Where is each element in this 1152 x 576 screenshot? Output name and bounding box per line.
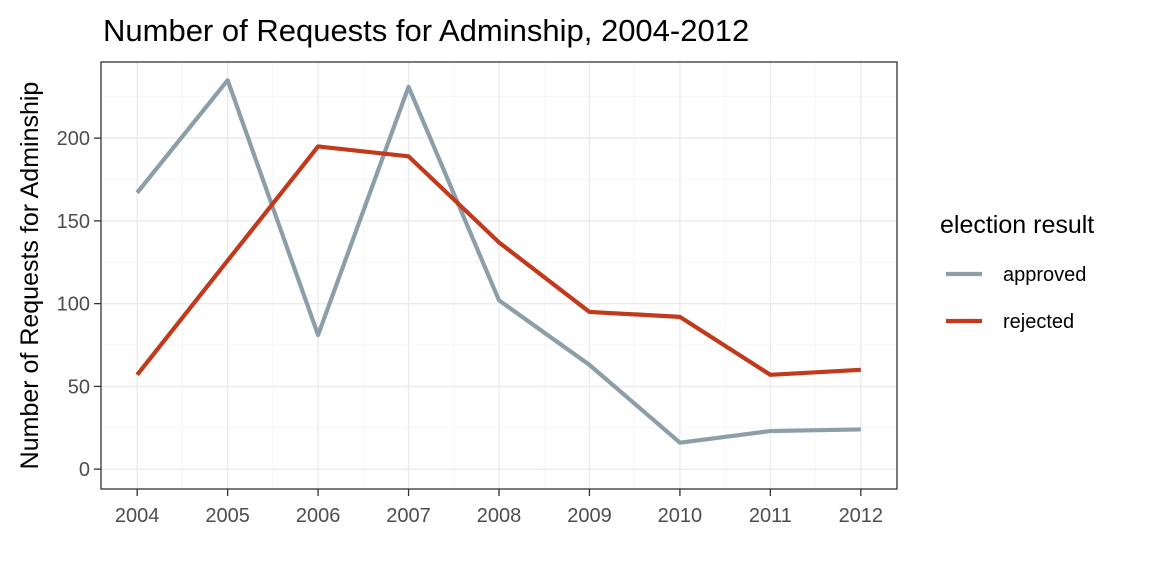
x-tick-label: 2011 [749, 505, 792, 527]
series-lines [135, 78, 861, 445]
chart-title: Number of Requests for Adminship, 2004-2… [103, 13, 749, 48]
x-tick-label: 2010 [658, 505, 703, 527]
y-tick-label: 150 [57, 211, 90, 233]
x-tick-label: 2009 [567, 505, 612, 527]
y-tick-label: 100 [57, 294, 90, 316]
y-tick-label: 50 [68, 376, 90, 398]
legend-item-rejected: rejected [946, 311, 1074, 333]
legend: election result approved rejected [940, 211, 1094, 333]
x-tick-label: 2006 [296, 505, 341, 527]
x-tick-label: 2004 [115, 505, 160, 527]
legend-label: rejected [1003, 311, 1074, 333]
legend-item-approved: approved [946, 264, 1086, 286]
y-axis-title: Number of Requests for Adminship [16, 82, 44, 470]
x-tick-label: 2005 [205, 505, 250, 527]
y-tick-label: 0 [79, 459, 90, 481]
x-tick-label: 2012 [839, 505, 884, 527]
legend-title: election result [940, 211, 1094, 239]
x-tick-label: 2008 [477, 505, 522, 527]
series-line-approved [135, 78, 861, 445]
legend-label: approved [1003, 264, 1086, 286]
y-tick-label: 200 [57, 128, 90, 150]
grid [101, 62, 897, 489]
axes: 0 50 100 150 200 2004 2005 2006 2007 2008 2009 2010… [57, 128, 883, 527]
legend-items: approved rejected [946, 264, 1086, 333]
x-tick-label: 2007 [386, 505, 431, 527]
series-line-rejected [135, 144, 861, 377]
